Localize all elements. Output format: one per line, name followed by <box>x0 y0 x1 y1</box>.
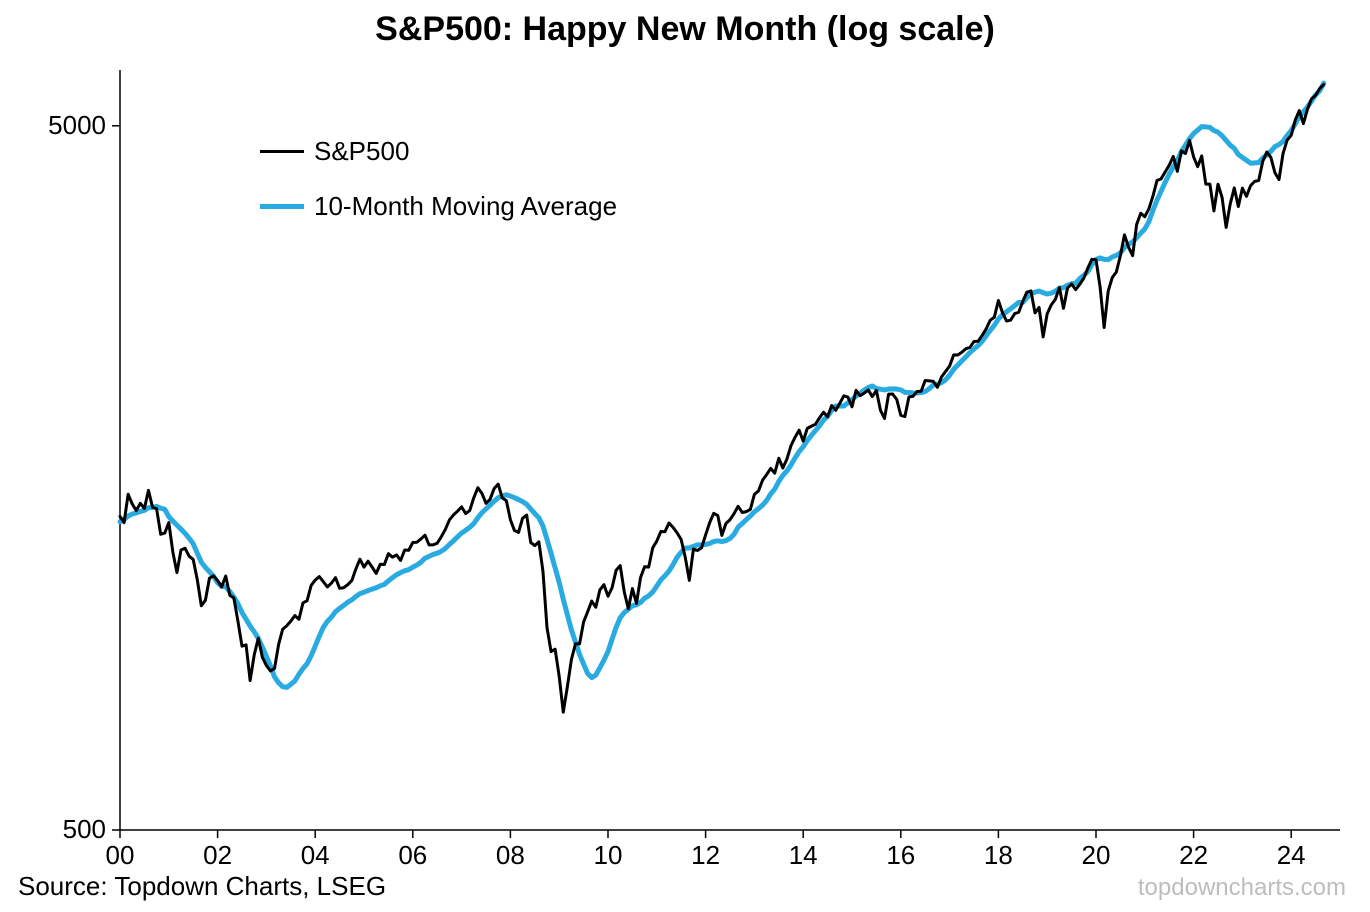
plot-svg <box>0 0 1370 912</box>
x-tick-label: 06 <box>383 840 443 871</box>
x-tick-label: 18 <box>968 840 1028 871</box>
x-tick-label: 22 <box>1164 840 1224 871</box>
y-tick-label: 5000 <box>0 110 106 141</box>
legend-label: S&P500 <box>314 136 409 167</box>
x-tick-label: 00 <box>90 840 150 871</box>
legend-swatch <box>260 204 304 209</box>
chart-container: S&P500: Happy New Month (log scale) 5005… <box>0 0 1370 912</box>
attribution-text: topdowncharts.com <box>1138 874 1346 902</box>
x-tick-label: 12 <box>676 840 736 871</box>
legend-swatch <box>260 150 304 153</box>
x-tick-label: 08 <box>480 840 540 871</box>
x-tick-label: 14 <box>773 840 833 871</box>
legend: S&P500 10-Month Moving Average <box>260 136 617 246</box>
legend-label: 10-Month Moving Average <box>314 191 617 222</box>
legend-item: 10-Month Moving Average <box>260 191 617 222</box>
x-tick-label: 04 <box>285 840 345 871</box>
x-tick-label: 10 <box>578 840 638 871</box>
x-tick-label: 02 <box>188 840 248 871</box>
x-tick-label: 20 <box>1066 840 1126 871</box>
x-tick-label: 16 <box>871 840 931 871</box>
x-tick-label: 24 <box>1261 840 1321 871</box>
legend-item: S&P500 <box>260 136 617 167</box>
source-text: Source: Topdown Charts, LSEG <box>18 871 386 902</box>
